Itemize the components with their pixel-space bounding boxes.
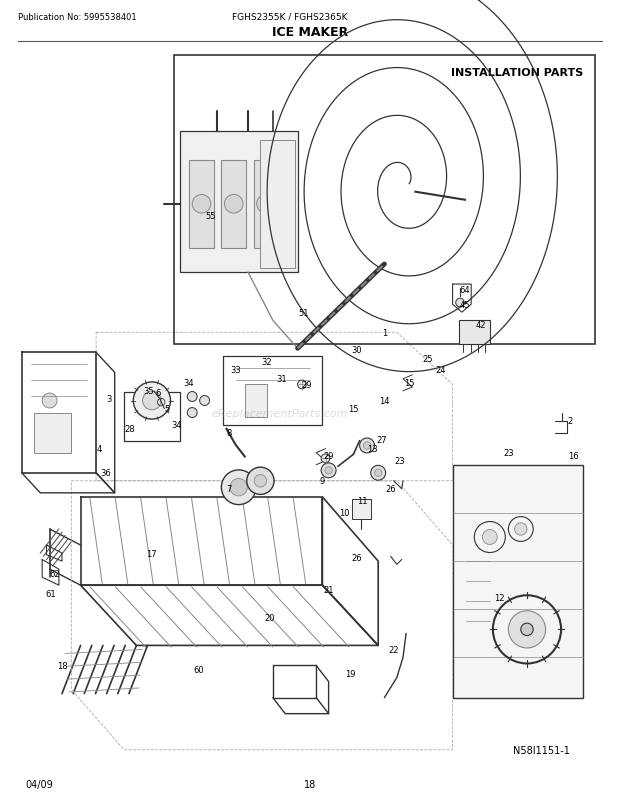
Circle shape: [521, 623, 533, 636]
Circle shape: [42, 394, 57, 408]
Text: 26: 26: [385, 484, 396, 494]
Text: 20: 20: [265, 613, 275, 622]
Text: 18: 18: [304, 779, 316, 789]
Text: 25: 25: [423, 354, 433, 364]
Text: 60: 60: [193, 665, 204, 674]
Circle shape: [221, 470, 256, 505]
Text: 1: 1: [382, 328, 387, 338]
Circle shape: [133, 383, 171, 419]
Text: 34: 34: [184, 379, 195, 388]
Circle shape: [187, 408, 197, 418]
Bar: [34, 413, 71, 453]
Circle shape: [143, 391, 161, 411]
Text: 64: 64: [459, 286, 471, 295]
Circle shape: [374, 469, 382, 477]
Bar: [453, 465, 583, 698]
Text: 19: 19: [345, 669, 355, 678]
Text: 18: 18: [56, 661, 68, 670]
Text: 4: 4: [97, 444, 102, 454]
Text: 17: 17: [146, 549, 157, 558]
Text: N58I1151-1: N58I1151-1: [513, 745, 570, 755]
Text: 35: 35: [143, 387, 154, 396]
Bar: [174, 56, 595, 345]
Circle shape: [325, 467, 332, 475]
Circle shape: [192, 195, 211, 214]
Circle shape: [224, 195, 243, 214]
Text: 3: 3: [106, 395, 111, 404]
Circle shape: [257, 195, 275, 214]
Text: 29: 29: [302, 380, 312, 390]
Circle shape: [254, 475, 267, 488]
Text: 45: 45: [460, 300, 470, 310]
Text: 61: 61: [45, 589, 56, 598]
Circle shape: [482, 530, 497, 545]
Text: 22: 22: [389, 645, 399, 654]
Text: 33: 33: [230, 366, 241, 375]
Text: ICE MAKER: ICE MAKER: [272, 26, 348, 38]
Circle shape: [363, 442, 371, 450]
Text: Publication No: 5995538401: Publication No: 5995538401: [18, 13, 136, 22]
Text: FGHS2355K / FGHS2365K: FGHS2355K / FGHS2365K: [232, 13, 348, 22]
Text: 5: 5: [165, 404, 170, 414]
Text: 31: 31: [277, 374, 288, 383]
Circle shape: [321, 455, 330, 463]
Text: 23: 23: [394, 456, 405, 466]
Text: 15: 15: [404, 379, 414, 388]
Circle shape: [187, 392, 197, 402]
Circle shape: [298, 381, 306, 389]
Text: 21: 21: [324, 585, 334, 594]
Circle shape: [360, 439, 374, 453]
Text: 30: 30: [351, 345, 362, 354]
Bar: [180, 132, 298, 273]
Text: 36: 36: [100, 468, 111, 478]
Text: 27: 27: [376, 435, 387, 444]
Text: 2: 2: [568, 416, 573, 426]
Circle shape: [515, 523, 527, 536]
Circle shape: [321, 464, 336, 478]
Text: 26: 26: [351, 553, 362, 562]
Bar: [352, 500, 371, 520]
Circle shape: [508, 611, 546, 648]
Text: 16: 16: [568, 451, 579, 460]
Bar: [459, 321, 490, 345]
Text: 13: 13: [366, 444, 378, 454]
Text: 6: 6: [156, 388, 161, 398]
Text: 15: 15: [348, 404, 358, 414]
Text: 11: 11: [358, 496, 368, 506]
Text: 14: 14: [379, 396, 389, 406]
Bar: [260, 140, 294, 269]
Text: 32: 32: [261, 358, 272, 367]
Text: 62: 62: [49, 569, 60, 578]
Text: 10: 10: [339, 508, 349, 518]
Bar: [254, 160, 278, 249]
Text: 8: 8: [227, 428, 232, 438]
Text: 23: 23: [503, 448, 514, 458]
Text: 29: 29: [324, 451, 334, 460]
Text: INSTALLATION PARTS: INSTALLATION PARTS: [451, 68, 583, 78]
Bar: [221, 160, 246, 249]
Text: 34: 34: [171, 420, 182, 430]
Circle shape: [200, 396, 210, 406]
Text: 28: 28: [125, 424, 136, 434]
Text: 9: 9: [320, 476, 325, 486]
Bar: [189, 160, 214, 249]
Text: 24: 24: [435, 366, 445, 375]
Text: 7: 7: [227, 484, 232, 494]
Text: 51: 51: [299, 308, 309, 318]
Circle shape: [247, 468, 274, 495]
Text: 55: 55: [206, 212, 216, 221]
Bar: [245, 385, 267, 417]
Circle shape: [371, 466, 386, 480]
Circle shape: [230, 479, 247, 496]
Text: 42: 42: [476, 320, 485, 330]
Circle shape: [456, 299, 464, 307]
Text: 04/09: 04/09: [25, 779, 53, 789]
Text: 12: 12: [494, 593, 504, 602]
Text: eReplacementParts.com: eReplacementParts.com: [212, 408, 348, 418]
